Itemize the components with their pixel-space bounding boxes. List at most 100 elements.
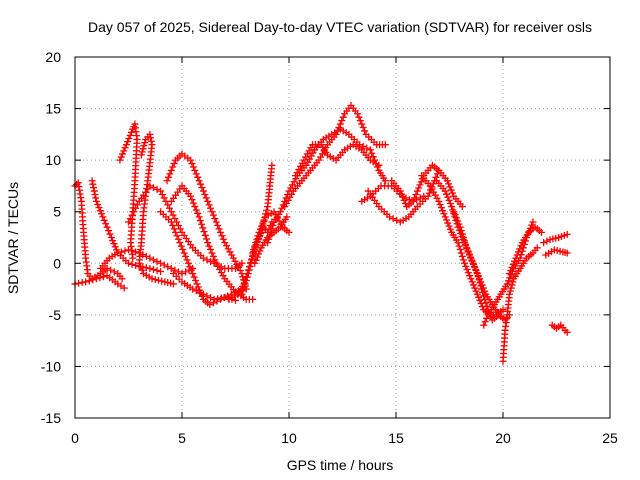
data-point	[207, 258, 215, 266]
data-point	[253, 235, 261, 243]
data-point	[242, 276, 250, 284]
series-arc23	[450, 208, 513, 324]
data-point	[209, 299, 217, 307]
data-point	[149, 184, 157, 192]
data-point	[158, 191, 166, 199]
data-point	[268, 161, 276, 169]
data-point	[249, 249, 257, 257]
data-point	[355, 113, 363, 121]
data-point	[472, 265, 480, 273]
data-point	[125, 134, 133, 142]
series-arc05	[116, 120, 141, 262]
data-point	[396, 187, 404, 195]
data-point	[256, 247, 264, 255]
data-point	[451, 211, 459, 219]
data-point	[459, 256, 467, 264]
data-point	[375, 161, 383, 169]
data-point	[516, 245, 524, 253]
data-point	[252, 256, 260, 264]
y-tick-label: 10	[45, 152, 61, 168]
data-point	[138, 266, 146, 274]
data-point	[473, 290, 481, 298]
data-point	[129, 254, 137, 262]
data-point	[154, 276, 162, 284]
data-point	[187, 266, 195, 274]
data-point	[506, 287, 514, 295]
data-point	[128, 260, 136, 268]
data-point	[334, 127, 342, 135]
data-point	[476, 296, 484, 304]
data-point	[464, 247, 472, 255]
data-point	[193, 280, 201, 288]
data-point	[92, 194, 100, 202]
data-point	[153, 258, 161, 266]
series-arc11	[169, 270, 239, 304]
data-point	[443, 177, 451, 185]
data-point	[186, 263, 194, 271]
data-point	[202, 235, 210, 243]
data-point	[176, 225, 184, 233]
data-point	[456, 223, 464, 231]
data-point	[477, 300, 485, 308]
data-point	[505, 290, 513, 298]
data-point	[120, 147, 128, 155]
data-point	[182, 268, 190, 276]
data-point	[164, 201, 172, 209]
data-point	[241, 280, 249, 288]
y-tick-label: 15	[45, 101, 61, 117]
data-point	[538, 228, 546, 236]
data-point	[462, 240, 470, 248]
data-point	[188, 196, 196, 204]
data-point	[103, 264, 111, 272]
data-point	[359, 123, 367, 131]
data-point	[338, 117, 346, 125]
data-point	[505, 277, 513, 285]
data-point	[411, 194, 419, 202]
data-point	[503, 280, 511, 288]
x-tick-label: 0	[71, 430, 79, 446]
data-point	[238, 259, 246, 267]
data-point	[149, 256, 157, 264]
data-point	[122, 141, 130, 149]
data-point	[199, 224, 207, 232]
series-arc30	[251, 213, 291, 267]
data-point	[124, 138, 132, 146]
data-point	[169, 280, 177, 288]
data-point	[205, 242, 213, 250]
data-point	[457, 227, 465, 235]
series-arc09	[167, 182, 257, 303]
data-point	[153, 185, 161, 193]
data-point	[148, 275, 156, 283]
data-point	[224, 294, 232, 302]
data-point	[563, 230, 571, 238]
data-point	[157, 187, 165, 195]
data-point	[217, 294, 225, 302]
data-point	[399, 193, 407, 201]
data-point	[117, 248, 125, 256]
data-point	[458, 203, 466, 211]
data-point	[445, 196, 453, 204]
data-point	[190, 273, 198, 281]
data-marks	[71, 101, 571, 365]
data-point	[393, 216, 401, 224]
data-point	[467, 275, 475, 283]
data-point	[215, 225, 223, 233]
data-point	[90, 184, 98, 192]
data-point	[192, 276, 200, 284]
data-point	[189, 163, 197, 171]
data-point	[507, 284, 515, 292]
data-point	[117, 153, 125, 161]
data-point	[450, 208, 458, 216]
data-point	[203, 256, 211, 264]
data-point	[174, 235, 182, 243]
data-point	[251, 259, 259, 267]
data-point	[239, 287, 247, 295]
data-point	[170, 225, 178, 233]
data-point	[463, 265, 471, 273]
data-point	[260, 216, 268, 224]
data-point	[201, 231, 209, 239]
data-point	[130, 208, 138, 216]
data-point	[194, 209, 202, 217]
data-point	[149, 265, 157, 273]
data-point	[146, 182, 154, 190]
